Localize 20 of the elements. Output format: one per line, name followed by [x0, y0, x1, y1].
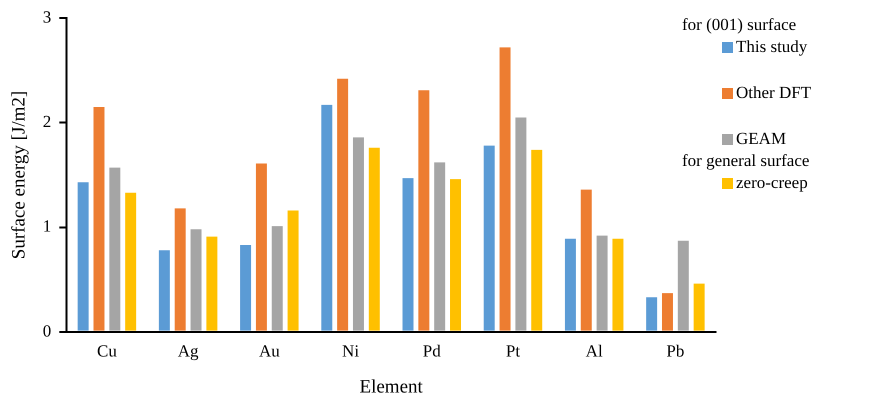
y-tick-label: 2 [42, 112, 52, 132]
x-tick-label: Pd [422, 341, 442, 360]
x-tick-label: Cu [96, 341, 118, 360]
x-tick-label: Ag [178, 341, 200, 360]
x-tick-label: Pt [506, 341, 520, 360]
y-axis-title: Surface energy [J/m2] [8, 90, 30, 260]
legend-label: This study [736, 37, 808, 57]
legend-label: zero-creep [736, 173, 808, 193]
x-tick-label: Al [586, 341, 603, 360]
y-tick-label: 1 [42, 216, 52, 236]
legend-label: GEAM [736, 129, 786, 149]
legend-title: for (001) surface [682, 14, 798, 36]
y-tick-label: 0 [42, 321, 52, 340]
x-axis-title: Element [359, 376, 424, 398]
annotation: for general surface [682, 150, 810, 172]
x-tick-label: Pb [666, 341, 684, 360]
y-tick-label: 3 [42, 8, 52, 27]
legend-label: Other DFT [736, 83, 812, 103]
x-tick-label: Au [258, 341, 280, 360]
x-tick-label: Ni [342, 341, 360, 360]
